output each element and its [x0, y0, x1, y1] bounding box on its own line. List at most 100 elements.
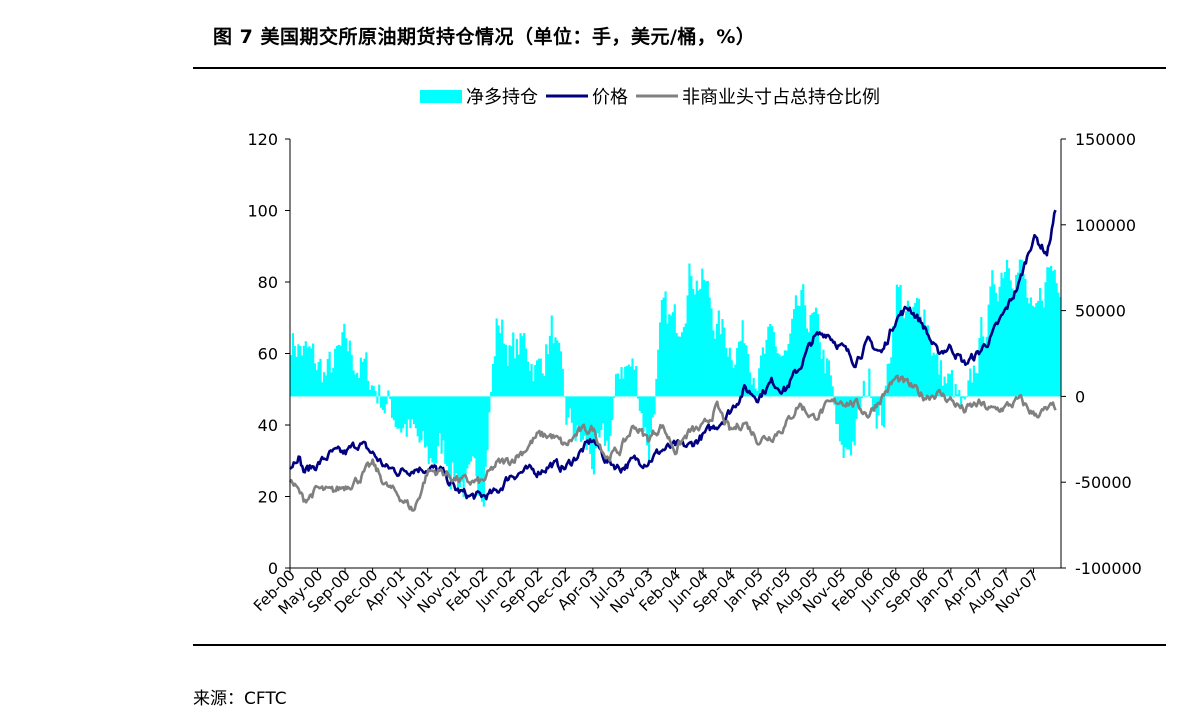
bar-mark — [807, 332, 810, 397]
bar-mark — [706, 280, 709, 397]
bar-mark — [963, 396, 966, 400]
bar-mark — [767, 326, 770, 397]
bar-mark — [420, 396, 423, 441]
bar-mark — [387, 390, 390, 397]
bar-mark — [936, 353, 939, 397]
bar-mark — [378, 384, 381, 397]
bar-mark — [385, 396, 388, 405]
bar-mark — [291, 333, 295, 397]
bar-mark — [792, 309, 796, 397]
bar-mark — [1015, 274, 1018, 397]
bar-mark — [398, 396, 401, 429]
bar-mark — [928, 341, 932, 397]
bar-mark — [684, 323, 687, 397]
bar-mark — [890, 357, 893, 397]
bar-mark — [871, 396, 875, 412]
bar-mark — [440, 396, 443, 454]
bar-mark — [488, 396, 491, 413]
bar-mark — [658, 322, 662, 397]
bar-mark — [956, 394, 959, 397]
bar-mark — [666, 323, 669, 397]
bar-mark — [436, 396, 440, 447]
bar-mark — [759, 355, 763, 397]
bar-mark — [664, 291, 667, 397]
bar-mark — [491, 363, 495, 397]
bar-mark — [517, 354, 520, 397]
bar-mark — [688, 263, 691, 397]
bar-mark — [315, 370, 318, 397]
bar-mark — [495, 318, 498, 397]
bar-mark — [844, 396, 847, 448]
bar-mark — [642, 396, 645, 432]
bar-mark — [926, 325, 930, 397]
bar-mark — [774, 346, 777, 397]
bar-mark — [829, 375, 832, 397]
bar-mark — [499, 332, 502, 397]
bar-mark — [996, 301, 999, 397]
axes: 0 20 40 60 80 100 120 -100000 -50000 0 50000 100000… — [247, 130, 1141, 618]
bar-mark — [310, 348, 313, 397]
bar-mark — [354, 374, 357, 397]
bar-mark — [835, 396, 838, 424]
y-right-tick-label: 150000 — [1075, 130, 1136, 149]
bar-mark — [616, 373, 619, 397]
bar-mark — [306, 347, 309, 397]
bar-mark — [805, 328, 809, 397]
bar-mark — [725, 347, 728, 397]
bar-mark — [1027, 303, 1031, 397]
bar-mark — [802, 284, 805, 397]
bar-mark — [1049, 265, 1053, 397]
bar-mark — [875, 396, 878, 429]
bar-mark — [534, 365, 537, 397]
bar-mark — [605, 396, 608, 441]
bar-mark — [1033, 307, 1036, 397]
bar-mark — [798, 305, 801, 397]
legend-swatch-bar — [420, 90, 462, 103]
bar-mark — [882, 396, 886, 428]
bar-mark — [308, 346, 311, 397]
bar-mark — [394, 396, 397, 428]
bar-mark — [302, 345, 306, 397]
bar-mark — [796, 305, 799, 397]
price-line — [289, 209, 1057, 501]
bar-mark — [1026, 297, 1029, 397]
bar-mark — [886, 363, 889, 397]
bar-mark — [427, 396, 430, 465]
bar-mark — [908, 312, 911, 397]
bar-mark — [941, 385, 944, 397]
bar-mark — [435, 396, 438, 464]
bar-mark — [453, 396, 456, 479]
bar-mark — [653, 396, 656, 415]
bar-mark — [794, 295, 798, 397]
bar-mark — [523, 332, 526, 397]
bar-mark — [947, 373, 950, 397]
bar-mark — [457, 396, 460, 490]
bar-mark — [587, 396, 590, 445]
bar-mark — [690, 275, 693, 397]
bar-mark — [978, 337, 981, 397]
bar-mark — [548, 335, 552, 397]
bar-mark — [1024, 279, 1027, 397]
bar-mark — [785, 350, 788, 397]
bar-mark — [719, 334, 722, 397]
bar-mark — [1002, 278, 1005, 397]
bar-mark — [693, 294, 697, 397]
bar-mark — [717, 310, 720, 397]
bar-mark — [903, 318, 906, 397]
bar-mark — [1042, 307, 1045, 397]
bar-mark — [412, 396, 416, 425]
bar-mark — [732, 368, 735, 397]
bar-mark — [765, 339, 768, 397]
bar-mark — [580, 396, 583, 442]
bar-mark — [921, 326, 924, 397]
bar-mark — [323, 372, 326, 397]
bar-mark — [758, 368, 761, 397]
y-left-tick-label: 80 — [258, 273, 278, 292]
bar-mark — [356, 372, 359, 397]
bar-mark — [1011, 288, 1014, 397]
bar-mark — [857, 396, 860, 404]
bar-mark — [967, 380, 970, 397]
bar-mark — [446, 396, 449, 466]
bar-mark — [299, 345, 302, 397]
bar-mark — [526, 361, 529, 397]
